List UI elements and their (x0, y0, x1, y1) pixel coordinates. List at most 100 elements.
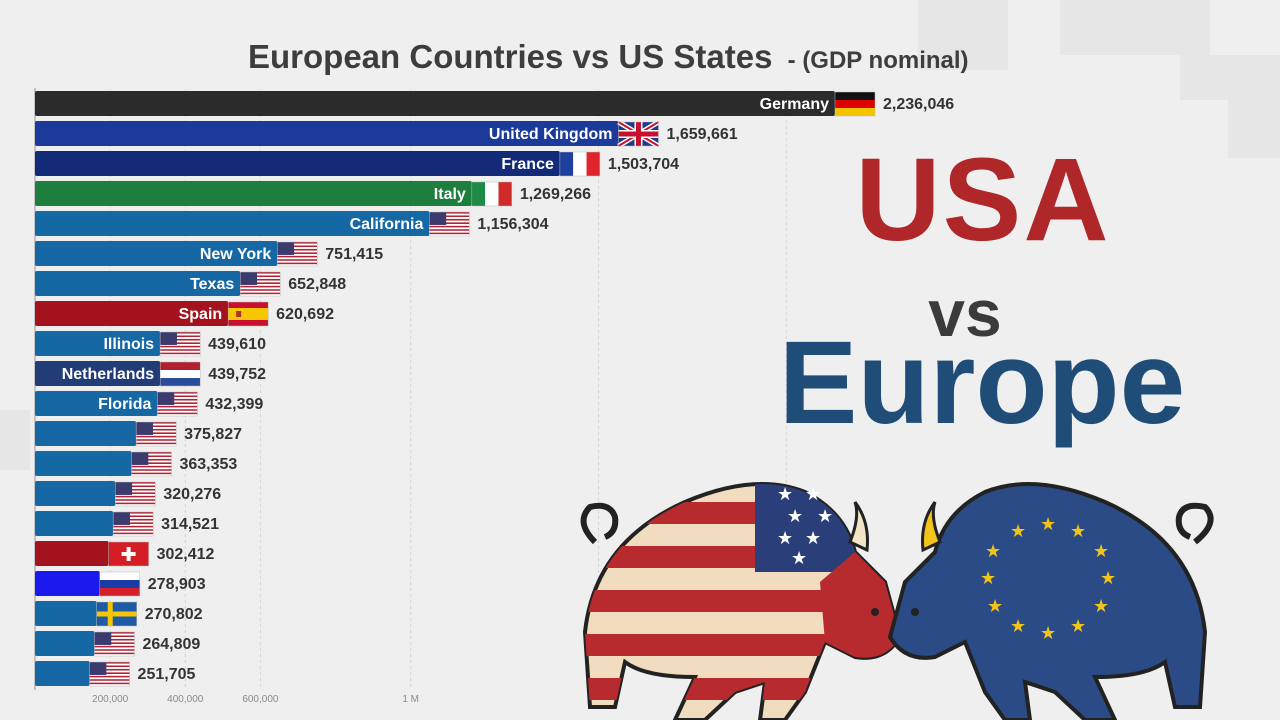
bar-value-label: 1,269,266 (520, 186, 591, 203)
flag-part (115, 494, 156, 496)
flag-part (157, 393, 198, 396)
svg-text:★: ★ (1040, 623, 1056, 643)
flag-part (136, 423, 177, 426)
flag-part (240, 272, 258, 285)
flag-part (277, 248, 318, 251)
flag-part (277, 242, 295, 255)
flag-part (160, 332, 201, 334)
svg-text:★: ★ (791, 548, 807, 568)
flag-part (94, 633, 135, 636)
bar-value-label: 751,415 (325, 246, 383, 263)
svg-text:★: ★ (1040, 514, 1056, 534)
usa-flag-icon (240, 271, 281, 297)
headline-usa: USA (855, 134, 1111, 266)
flag-part (429, 215, 470, 218)
chart-title: European Countries vs US States - (GDP n… (248, 38, 1048, 76)
bar (35, 451, 132, 476)
background-tile (1180, 55, 1280, 100)
flag-part (115, 482, 133, 495)
flag-part (160, 342, 201, 344)
flag-part (131, 452, 149, 465)
flag-part (157, 392, 198, 394)
bar (35, 301, 229, 326)
flag-part (498, 182, 512, 206)
flag-part (115, 495, 156, 498)
flag-part (240, 290, 281, 293)
flag-part (113, 520, 154, 523)
flag-part (131, 465, 172, 468)
bar-category-label: Illinois (103, 336, 154, 353)
svg-text:★: ★ (1100, 568, 1116, 588)
flag-part (157, 400, 198, 403)
bar (35, 391, 158, 416)
headline-europe: Europe (778, 317, 1186, 449)
flag-part (89, 667, 130, 669)
bar-value-label: 251,705 (138, 666, 196, 683)
bar-category-label: New York (200, 246, 272, 263)
flag-part (160, 345, 201, 348)
flag-part (160, 350, 201, 353)
italy-flag-icon (471, 181, 513, 207)
flag-part (160, 349, 201, 351)
flag-part (89, 665, 130, 668)
flag-part (115, 487, 156, 489)
flag-border (618, 121, 659, 147)
bar (35, 151, 560, 176)
bar (35, 511, 114, 536)
bar (35, 121, 619, 146)
bar (35, 421, 137, 446)
flag-border (108, 541, 149, 567)
flag-part (136, 427, 177, 429)
chart-title-main: European Countries vs US States (248, 38, 773, 75)
flag-part (131, 457, 172, 459)
flag-part (94, 642, 135, 644)
sweden-flag-icon (96, 601, 137, 627)
flag-part (99, 580, 140, 588)
flag-part (115, 492, 156, 494)
flag-part (160, 338, 201, 341)
bar-value-label: 1,659,661 (666, 126, 737, 143)
bar-value-label: 1,156,304 (477, 216, 548, 233)
bar (35, 541, 109, 566)
flag-part (115, 502, 156, 505)
flag-border (131, 451, 172, 477)
bar (35, 271, 241, 296)
flag-part (277, 252, 318, 254)
flag-part (131, 458, 172, 461)
usa-bull: ★ ★ ★ ★ ★ ★ ★ (580, 482, 903, 720)
russia-flag-icon (99, 571, 141, 597)
svg-text:★: ★ (985, 541, 1001, 561)
bar (35, 661, 90, 686)
flag-part (94, 635, 135, 638)
flag-part (113, 512, 154, 514)
flag-part (228, 308, 269, 320)
uk-flag-icon (617, 119, 660, 149)
flag-part (236, 311, 242, 317)
flag-part (240, 282, 281, 284)
flag-part (136, 442, 177, 445)
bar-value-label: 375,827 (184, 426, 242, 443)
flag-part (157, 410, 198, 413)
bar (35, 601, 97, 626)
x-tick-label: 400,000 (167, 694, 204, 705)
flag-part (89, 677, 130, 680)
flag-part (277, 259, 318, 261)
flag-part (429, 227, 470, 230)
flag-part (113, 517, 154, 519)
flag-part (121, 552, 136, 556)
bar-value-label: 1,503,704 (608, 156, 679, 173)
flag-part (131, 474, 172, 476)
bar-category-label: Netherlands (62, 366, 155, 383)
bar-category-label: France (501, 156, 554, 173)
flag-part (277, 262, 318, 265)
background-tile (1228, 100, 1280, 158)
flag-part (240, 277, 281, 279)
flag-part (429, 229, 470, 231)
flag-part (113, 529, 154, 531)
flag-part (160, 333, 201, 336)
netherlands-flag-icon (159, 361, 201, 387)
flag-part (277, 245, 318, 248)
europe-bull: ★ ★ ★ ★ ★ ★ ★ ★ ★ ★ ★ ★ (887, 482, 1214, 720)
bar (35, 571, 100, 596)
